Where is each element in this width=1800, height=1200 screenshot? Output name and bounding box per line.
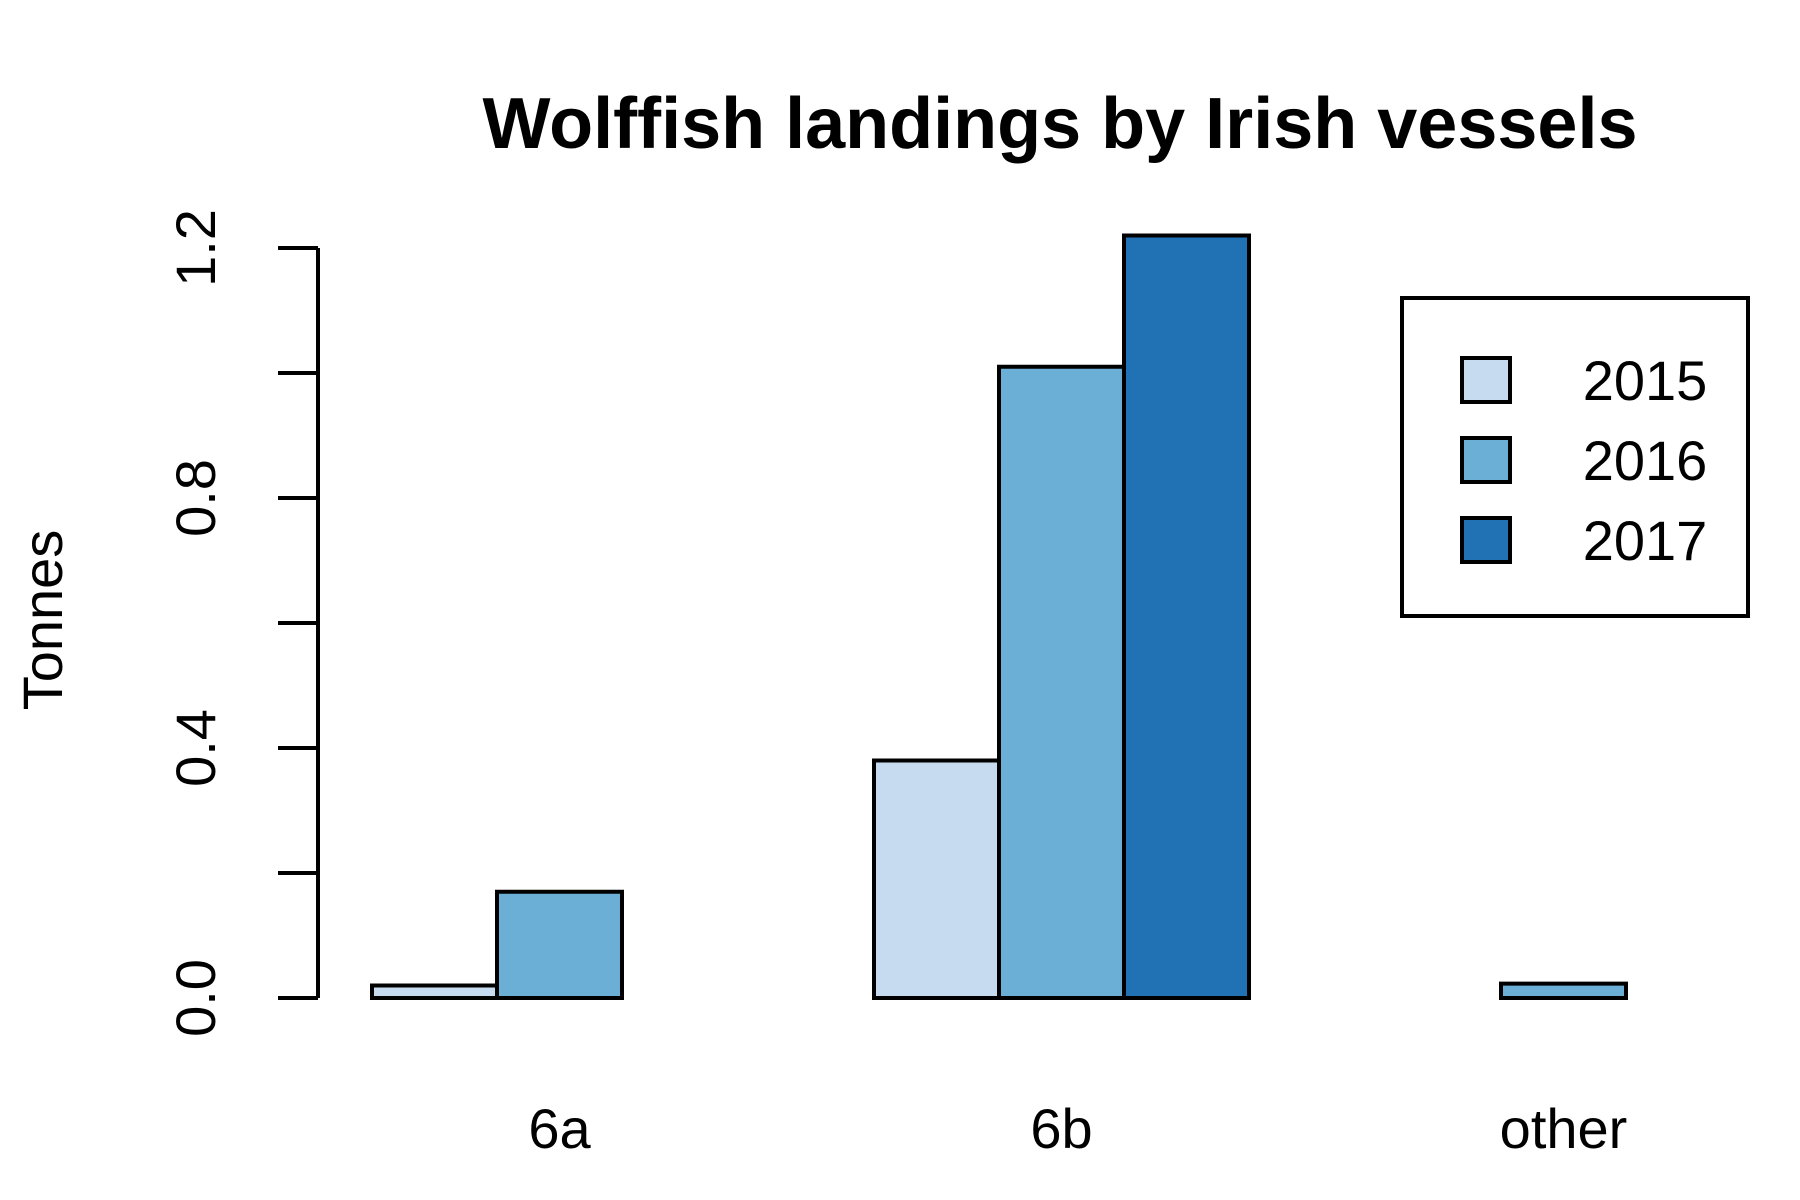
y-axis: 0.0 0.4 0.8 1.2: [164, 209, 320, 1037]
x-tick-label: other: [1500, 1097, 1628, 1160]
bar-6b-2017: [1122, 233, 1251, 1000]
bar-6a-2015: [370, 983, 499, 1000]
y-tick-label: 0.0: [164, 959, 227, 1037]
chart-title: Wolffish landings by Irish vessels: [483, 84, 1638, 164]
legend-label: 2017: [1583, 509, 1708, 572]
legend-swatch: [1460, 356, 1512, 404]
legend-swatch: [1460, 516, 1512, 564]
bar-other-2016: [1499, 981, 1628, 1000]
bar-6b-2015: [872, 758, 1001, 1000]
category-labels: 6a 6b other: [528, 1097, 1627, 1160]
bar-6b-2016: [997, 364, 1126, 1000]
x-tick-label: 6b: [1030, 1097, 1092, 1160]
y-tick-label: 0.8: [164, 459, 227, 537]
legend: 2015 2016 2017: [1400, 296, 1750, 618]
x-tick-label: 6a: [528, 1097, 591, 1160]
y-axis-label: Tonnes: [11, 530, 74, 711]
legend-box: [1400, 296, 1750, 618]
bar-6a-2016: [495, 889, 624, 1000]
legend-swatch: [1460, 436, 1512, 484]
y-tick-label: 1.2: [164, 209, 227, 287]
bars-group: [370, 233, 1628, 1000]
legend-label: 2015: [1583, 349, 1708, 412]
legend-label: 2016: [1583, 429, 1708, 492]
y-tick-label: 0.4: [164, 709, 227, 787]
